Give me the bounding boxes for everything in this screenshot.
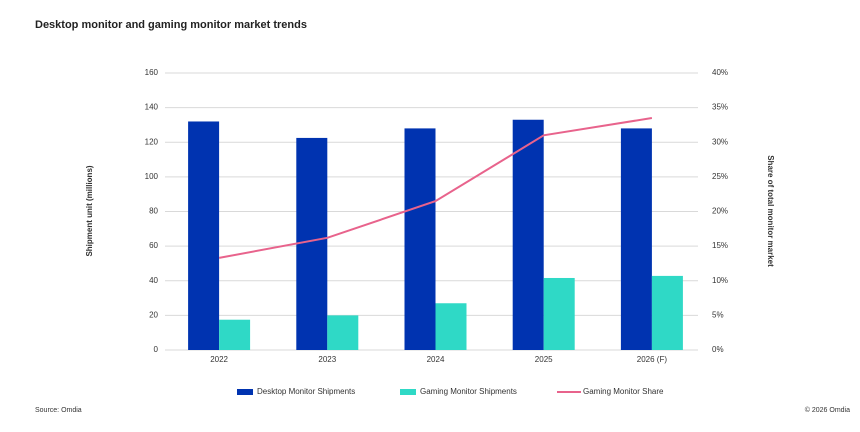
y-tick-label: 20 [149,310,158,319]
bar [219,319,251,350]
y-tick-label: 40 [149,276,158,285]
legend-label: Gaming Monitor Shipments [420,387,517,396]
y2-tick-label: 15% [712,241,728,250]
x-tick-label: 2022 [210,355,228,364]
bar [404,128,436,350]
bar [651,275,683,350]
y-tick-label: 60 [149,241,158,250]
source-note: Source: Omdia [35,407,82,414]
y-tick-label: 140 [145,103,159,112]
y-tick-label: 80 [149,207,158,216]
y2-tick-label: 10% [712,276,728,285]
y2-tick-label: 0% [712,345,724,354]
line-series [218,117,653,259]
x-tick-label: 2024 [427,355,445,364]
y-tick-label: 0 [154,345,159,354]
y2-tick-label: 25% [712,172,728,181]
bar [543,277,575,350]
bar [296,137,328,350]
bar [512,119,544,351]
y2-tick-label: 30% [712,137,728,146]
x-tick-label: 2026 (F) [637,355,668,364]
y-tick-label: 120 [145,137,159,146]
bar [620,128,652,350]
copyright: © 2026 Omdia [805,406,850,414]
y-tick-label: 100 [145,172,159,181]
y-tick-label: 160 [145,68,159,77]
x-tick-label: 2023 [318,355,336,364]
y-axis-title: Shipment unit (millions) [85,165,94,256]
legend-label: Desktop Monitor Shipments [257,387,355,396]
bar [435,303,467,350]
legend-swatch [400,389,416,395]
bar [188,121,220,350]
y2-axis-title: Share of total monitor market [766,155,775,267]
y2-tick-label: 35% [712,103,728,112]
y2-tick-label: 5% [712,310,724,319]
y2-tick-label: 20% [712,207,728,216]
legend-swatch [237,389,253,395]
y2-tick-label: 40% [712,68,728,77]
x-tick-label: 2025 [535,355,553,364]
legend-label: Gaming Monitor Share [583,387,664,396]
bar [327,315,359,350]
chart-title: Desktop monitor and gaming monitor marke… [35,19,307,31]
